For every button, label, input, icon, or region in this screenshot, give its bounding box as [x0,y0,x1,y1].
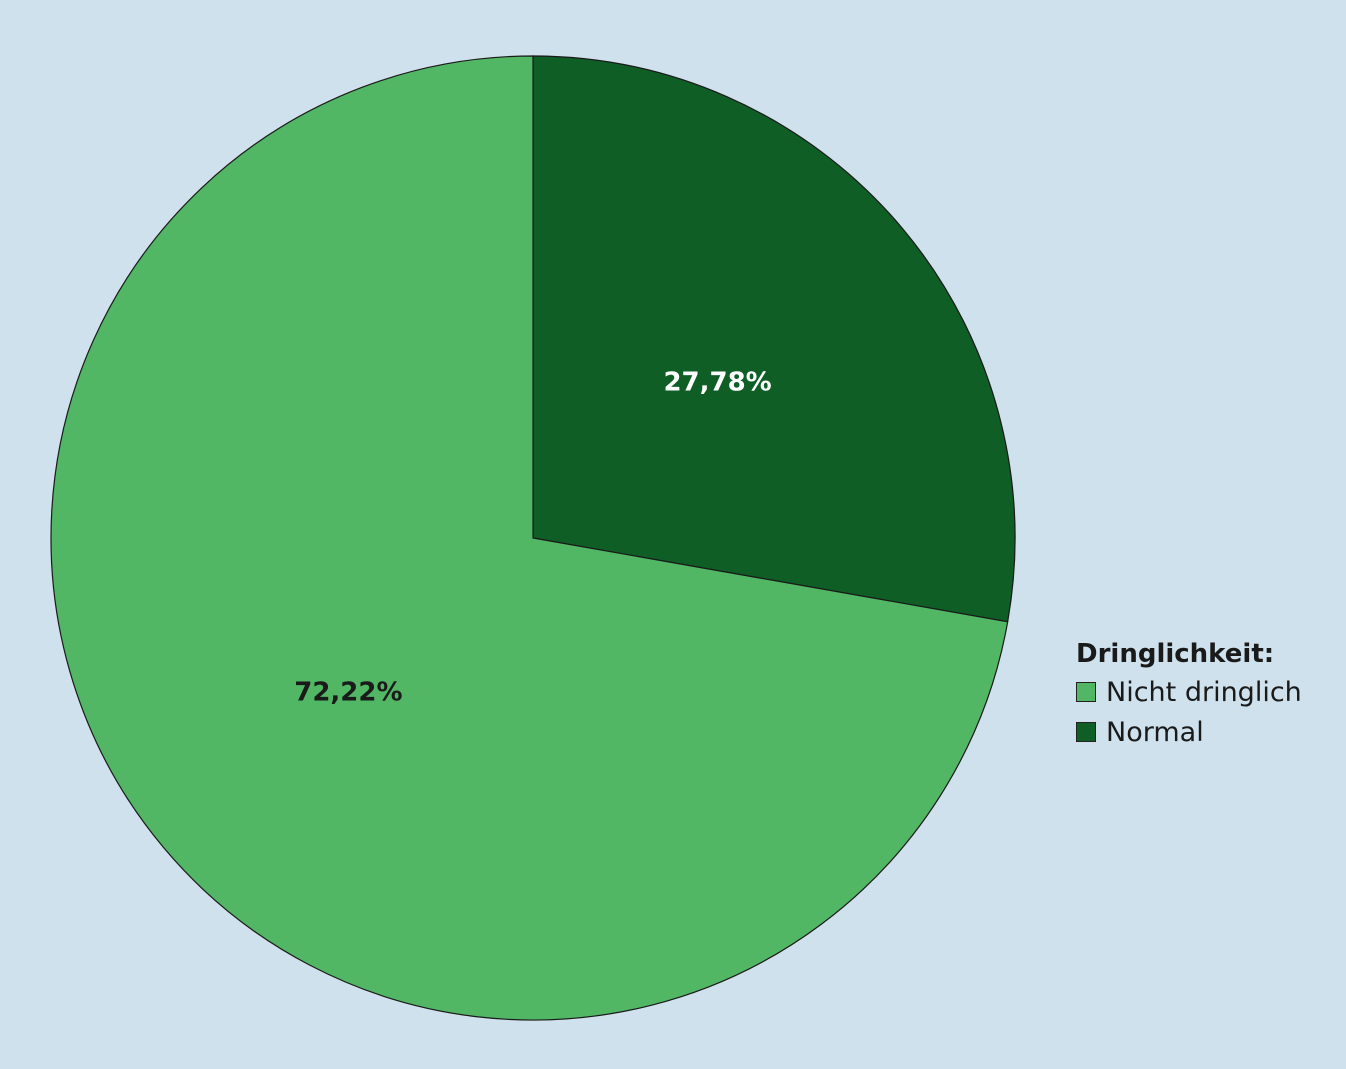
legend-swatch-normal [1076,722,1096,742]
slice-label-nicht-dringlich: 72,22% [294,677,402,707]
pie-slice-nicht-dringlich [50,55,1009,1021]
legend-title: Dringlichkeit: [1076,639,1275,669]
slice-label-normal: 27,78% [663,368,771,398]
pie-slices [50,55,1016,1021]
legend-label-normal: Normal [1106,716,1204,748]
legend-item-normal: Normal [1076,712,1336,752]
pie-slice-normal [532,55,1016,623]
legend-item-nicht-dringlich: Nicht dringlich [1076,672,1336,712]
legend-label-nicht-dringlich: Nicht dringlich [1106,676,1302,708]
legend: Dringlichkeit: Nicht dringlich Normal [1076,636,1336,752]
legend-swatch-nicht-dringlich [1076,682,1096,702]
pie-labels: 27,78% 72,22% [294,368,771,708]
